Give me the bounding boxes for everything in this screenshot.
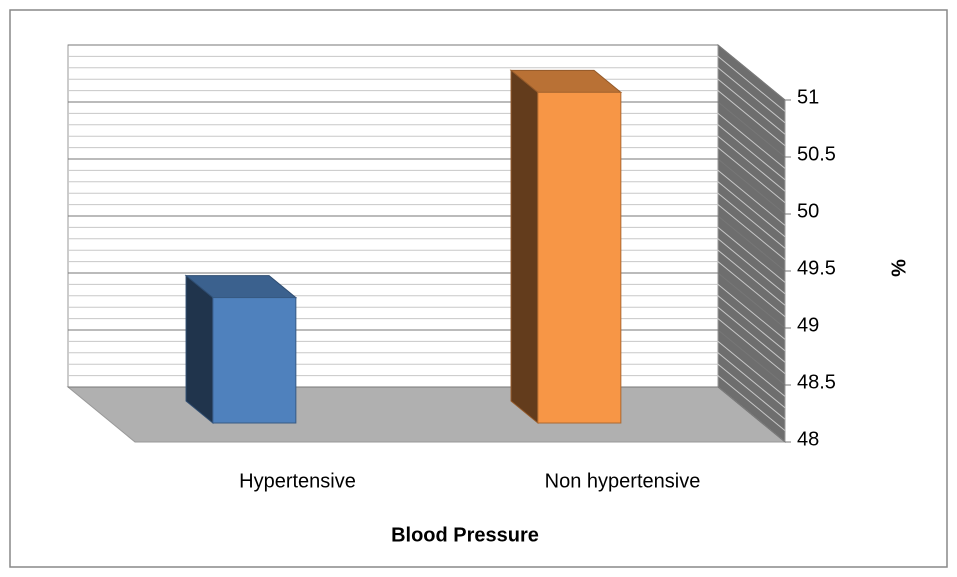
minor-grid-line bbox=[68, 204, 786, 260]
minor-grid-line bbox=[68, 112, 786, 169]
minor-grid-line bbox=[68, 135, 786, 192]
y-tick-label: 50 bbox=[797, 200, 819, 222]
minor-grid-line bbox=[68, 55, 786, 112]
bar-side bbox=[510, 69, 539, 425]
bar bbox=[212, 297, 297, 424]
minor-grid-line bbox=[68, 90, 786, 146]
y-tick-label: 48 bbox=[797, 428, 819, 450]
grid-line bbox=[68, 158, 786, 215]
grid-line bbox=[68, 101, 786, 158]
minor-grid-line bbox=[68, 249, 786, 306]
floor bbox=[66, 386, 787, 443]
grid-line bbox=[68, 272, 786, 329]
x-tick-label: Hypertensive bbox=[239, 470, 356, 492]
x-tick-label: Non hypertensive bbox=[545, 470, 701, 492]
bars bbox=[184, 69, 623, 425]
y-axis-title: % bbox=[888, 259, 910, 277]
y-tick-label: 50.5 bbox=[797, 143, 836, 165]
minor-grid-line bbox=[68, 67, 786, 124]
grid-line bbox=[68, 44, 786, 101]
bar bbox=[537, 91, 622, 424]
minor-grid-line bbox=[68, 192, 786, 249]
y-tick-label: 49.5 bbox=[797, 257, 836, 279]
y-tick-label: 51 bbox=[797, 86, 819, 108]
bar-side bbox=[185, 274, 214, 425]
x-axis-title: Blood Pressure bbox=[391, 524, 539, 546]
y-tick-label: 49 bbox=[797, 314, 819, 336]
minor-grid-line bbox=[68, 238, 786, 295]
minor-grid-line bbox=[68, 181, 786, 238]
minor-grid-line bbox=[68, 226, 786, 283]
minor-grid-line bbox=[68, 283, 786, 340]
minor-grid-line bbox=[68, 261, 786, 317]
minor-grid-line bbox=[68, 169, 786, 226]
minor-grid-line bbox=[68, 78, 786, 135]
minor-grid-line bbox=[68, 147, 786, 203]
grid-line bbox=[68, 215, 786, 272]
y-tick-label: 48.5 bbox=[797, 371, 836, 393]
minor-grid-line bbox=[68, 124, 786, 181]
